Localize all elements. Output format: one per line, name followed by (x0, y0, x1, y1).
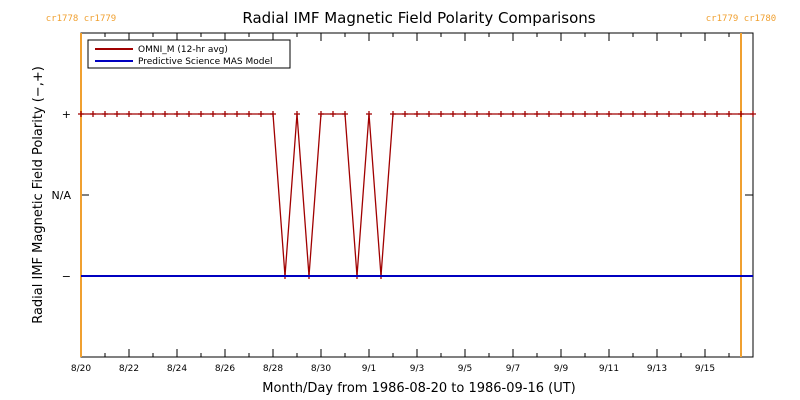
x-tick-label: 8/28 (263, 364, 283, 374)
data-point (90, 111, 96, 117)
data-point (714, 111, 720, 117)
x-tick-label: 9/11 (599, 364, 619, 374)
data-point (126, 111, 132, 117)
data-point (474, 111, 480, 117)
data-point (498, 111, 504, 117)
legend-label-omni: OMNI_M (12-hr avg) (138, 45, 228, 55)
legend: OMNI_M (12-hr avg) Predictive Science MA… (87, 39, 291, 69)
x-tick-label: 8/20 (71, 364, 91, 374)
data-point (738, 111, 744, 117)
data-point (606, 111, 612, 117)
data-point (234, 111, 240, 117)
y-tick-label: − (62, 270, 71, 283)
data-point (654, 111, 660, 117)
data-point (222, 111, 228, 117)
y-tick-label: + (62, 108, 71, 121)
x-axis-label: Month/Day from 1986-08-20 to 1986-09-16 … (262, 381, 575, 396)
legend-label-mas: Predictive Science MAS Model (138, 57, 273, 67)
axis-ticks: 8/20 8/22 8/24 8/26 8/28 8/30 9/1 9/3 9/5 9/7 9/9 9… (52, 33, 753, 374)
x-tick-label: 9/5 (458, 364, 472, 374)
data-point (162, 111, 168, 117)
plot-frame (80, 32, 754, 358)
legend-box (87, 39, 291, 69)
data-point (150, 111, 156, 117)
data-point (486, 111, 492, 117)
data-point (186, 111, 192, 117)
data-point (174, 111, 180, 117)
y-axis-label: Radial IMF Magnetic Field Polarity (−,+) (31, 66, 46, 324)
data-point (78, 111, 84, 117)
data-point (270, 111, 276, 117)
data-point (438, 111, 444, 117)
data-point (318, 111, 324, 117)
chart-title: Radial IMF Magnetic Field Polarity Compa… (242, 9, 595, 27)
data-point (450, 111, 456, 117)
data-point (750, 111, 756, 117)
x-tick-label: 8/24 (167, 364, 187, 374)
data-point (210, 111, 216, 117)
data-point (702, 111, 708, 117)
data-point (666, 111, 672, 117)
data-point (594, 111, 600, 117)
data-point (390, 111, 396, 117)
data-point (426, 111, 432, 117)
data-point (330, 111, 336, 117)
data-point (534, 111, 540, 117)
data-point (342, 111, 348, 117)
series-line (81, 113, 753, 277)
data-point (546, 111, 552, 117)
data-point (558, 111, 564, 117)
data-point (102, 111, 108, 117)
x-tick-label: 8/22 (119, 364, 139, 374)
data-point (246, 111, 252, 117)
carrington-markers: cr1778 cr1779 cr1779 cr1780 (46, 14, 776, 357)
data-point (402, 111, 408, 117)
x-tick-label: 8/26 (215, 364, 235, 374)
data-point (642, 111, 648, 117)
data-point (366, 111, 372, 117)
x-tick-label: 9/13 (647, 364, 667, 374)
carrington-label: cr1778 cr1779 (46, 14, 116, 24)
x-tick-label: 9/1 (362, 364, 376, 374)
data-point (522, 111, 528, 117)
data-point (294, 111, 300, 117)
data-point (726, 111, 732, 117)
x-tick-label: 9/9 (554, 364, 569, 374)
data-point (138, 111, 144, 117)
data-point (618, 111, 624, 117)
y-tick-label: N/A (52, 189, 72, 202)
data-point (690, 111, 696, 117)
data-point (582, 111, 588, 117)
data-point (258, 111, 264, 117)
data-point (114, 111, 120, 117)
data-point (510, 111, 516, 117)
x-tick-label: 9/15 (695, 364, 715, 374)
x-tick-label: 9/7 (506, 364, 520, 374)
x-tick-label: 8/30 (311, 364, 331, 374)
data-series (78, 111, 756, 279)
data-point (630, 111, 636, 117)
x-tick-label: 9/3 (410, 364, 424, 374)
data-point (198, 111, 204, 117)
data-point (414, 111, 420, 117)
data-point (678, 111, 684, 117)
data-point (570, 111, 576, 117)
carrington-label: cr1779 cr1780 (706, 14, 776, 24)
data-point (462, 111, 468, 117)
